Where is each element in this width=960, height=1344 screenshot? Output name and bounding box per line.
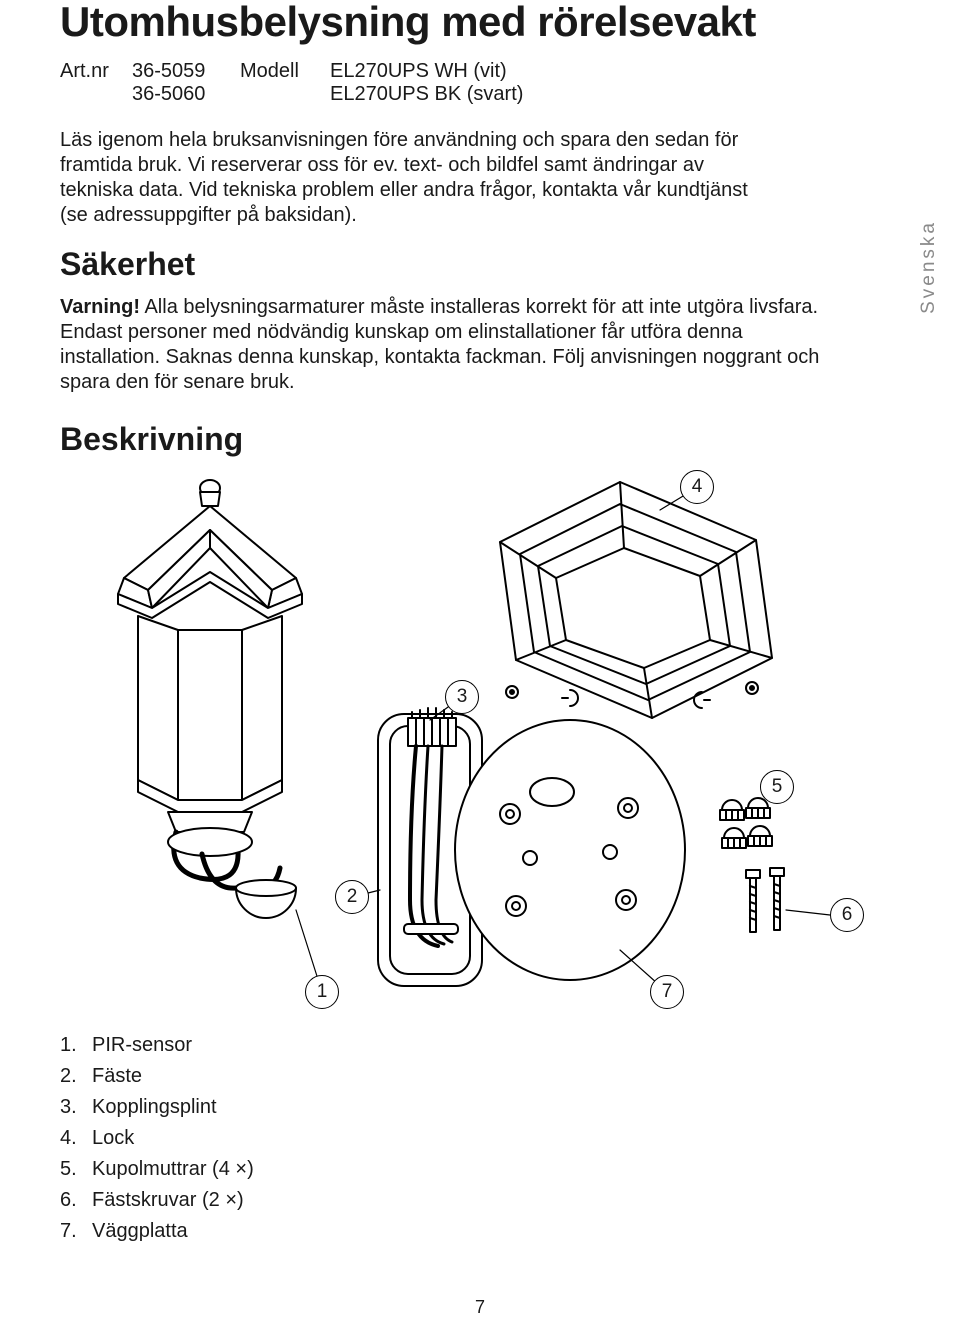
page-title: Utomhusbelysning med rörelsevakt <box>60 0 900 44</box>
language-tab: Svenska <box>918 220 940 314</box>
callout-5: 5 <box>760 770 794 804</box>
list-item: 1.PIR-sensor <box>60 1030 900 1061</box>
artnr-label: Art.nr <box>60 60 132 83</box>
callout-1: 1 <box>305 975 339 1009</box>
dome-nuts-icon <box>720 798 772 848</box>
lid-icon <box>500 482 772 718</box>
callout-3: 3 <box>445 680 479 714</box>
list-item: 6.Fästskruvar (2 ×) <box>60 1185 900 1216</box>
description-heading: Beskrivning <box>60 421 900 458</box>
screws-icon <box>746 868 784 932</box>
model-2: EL270UPS BK (svart) <box>330 83 523 106</box>
page-number: 7 <box>0 1297 960 1318</box>
callout-2: 2 <box>335 880 369 914</box>
callout-4: 4 <box>680 470 714 504</box>
callout-6: 6 <box>830 898 864 932</box>
parts-list: 1.PIR-sensor 2.Fäste 3.Kopplingsplint 4.… <box>60 1030 900 1247</box>
warning-label: Varning! <box>60 296 140 318</box>
product-meta: Art.nr 36-5059 Modell EL270UPS WH (vit) … <box>60 60 900 106</box>
safety-heading: Säkerhet <box>60 246 900 283</box>
intro-text: Läs igenom hela bruksanvisningen före an… <box>60 128 780 228</box>
wallplate-icon <box>455 720 685 980</box>
modell-label: Modell <box>240 60 330 83</box>
list-item: 3.Kopplingsplint <box>60 1092 900 1123</box>
artnr-2: 36-5060 <box>132 83 240 106</box>
callout-7: 7 <box>650 975 684 1009</box>
exploded-diagram: 4 3 5 6 2 1 7 <box>60 470 880 1030</box>
warning-paragraph: Varning! Alla belysningsarmaturer måste … <box>60 295 840 395</box>
list-item: 5.Kupolmuttrar (4 ×) <box>60 1154 900 1185</box>
model-1: EL270UPS WH (vit) <box>330 60 507 83</box>
artnr-1: 36-5059 <box>132 60 240 83</box>
warning-text: Alla belysningsarmaturer måste installer… <box>60 296 819 393</box>
list-item: 7.Väggplatta <box>60 1216 900 1247</box>
list-item: 2.Fäste <box>60 1061 900 1092</box>
list-item: 4.Lock <box>60 1123 900 1154</box>
lantern-icon <box>118 480 302 918</box>
